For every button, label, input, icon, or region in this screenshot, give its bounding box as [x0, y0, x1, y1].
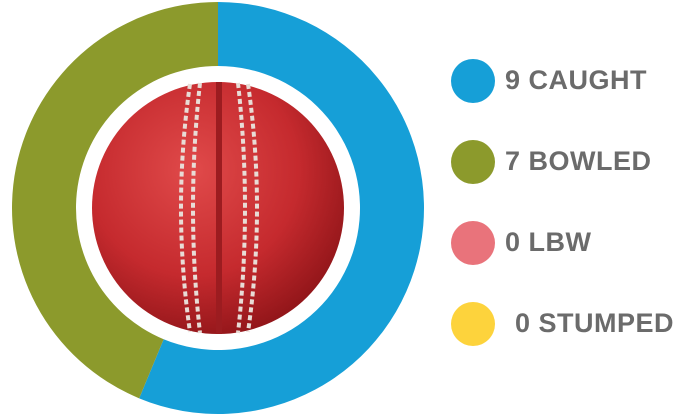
legend-label: 9 CAUGHT [505, 65, 647, 95]
legend-swatch [451, 140, 495, 184]
donut [12, 2, 425, 414]
legend-name: STUMPED [539, 308, 675, 338]
legend-value: 0 [515, 308, 531, 338]
seam [179, 83, 192, 333]
legend-label: 0 LBW [505, 227, 592, 257]
legend-swatch [451, 302, 495, 346]
seam [191, 82, 202, 334]
legend-swatch [451, 221, 495, 265]
legend: 9 CAUGHT 7 BOWLED 0 LBW 0 STUMPED [451, 59, 674, 346]
legend-swatch [451, 59, 495, 103]
legend-label: 7 BOWLED [505, 146, 652, 176]
legend-value: 9 [505, 65, 521, 95]
legend-value: 0 [505, 227, 521, 257]
legend-name: BOWLED [529, 146, 652, 176]
legend-name: LBW [529, 227, 592, 257]
seam [246, 83, 259, 333]
donut-segment [139, 2, 425, 414]
legend-name: CAUGHT [529, 65, 648, 95]
legend-label: 0 STUMPED [515, 308, 674, 338]
cricket-ball [78, 68, 358, 348]
seam [236, 82, 247, 334]
legend-value: 7 [505, 146, 521, 176]
donut-segment [12, 2, 219, 399]
